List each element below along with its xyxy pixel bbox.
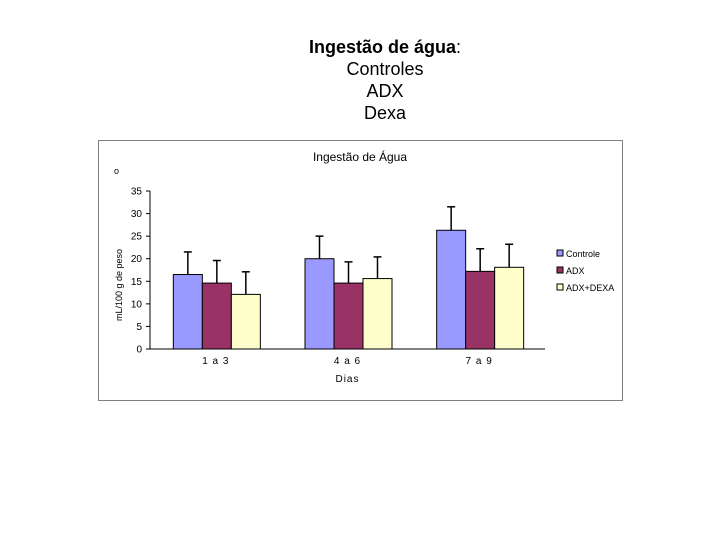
bar-controle-0 [172,274,203,350]
x-tick-label-1: 4 a 6 [334,356,361,367]
legend-swatch-2 [556,283,564,291]
y-tick-label-7: 35 [131,187,143,198]
bar-controle-2 [436,229,467,350]
slide-title-bold: Ingestão de água [308,37,457,57]
slide-title-main: Ingestão de água: [200,36,570,58]
bar-adx-dexa-0 [230,293,261,350]
bar-adx-2 [465,270,496,350]
y-tick-label-1: 5 [136,322,142,333]
slide-title-line-1: Controles [346,59,424,79]
x-axis-label: Dias [335,374,359,385]
bar-adx-0 [201,282,232,350]
chart-frame [98,140,623,401]
bar-controle-1 [304,258,335,350]
y-tick-label-4: 20 [131,254,143,265]
y-tick-label-6: 30 [131,209,143,220]
slide-title-line-3: Dexa [363,103,407,123]
slide-title-line-2: ADX [366,81,404,101]
bar-adx-dexa-2 [494,266,525,350]
x-tick-label-2: 7 a 9 [466,356,493,367]
legend-label-0: Controle [566,249,600,259]
stray-mark: o [114,166,120,176]
legend-swatch-1 [556,266,564,274]
y-tick-label-2: 10 [131,299,143,310]
bar-adx-1 [333,282,364,350]
chart-title: Ingestão de Água [312,150,408,164]
y-tick-label-5: 25 [131,232,143,243]
bar-adx-dexa-1 [362,278,393,350]
y-tick-label-0: 0 [136,345,142,356]
slide-title: Ingestão de água: Controles ADX Dexa [200,36,570,124]
y-tick-label-3: 15 [131,277,143,288]
legend-label-2: ADX+DEXA [566,283,614,293]
slide-title-colon: : [456,37,462,57]
legend-swatch-0 [556,249,564,257]
legend-label-1: ADX [566,266,585,276]
x-tick-label-0: 1 a 3 [202,356,229,367]
y-axis-label: mL/100 g de peso [114,249,124,321]
